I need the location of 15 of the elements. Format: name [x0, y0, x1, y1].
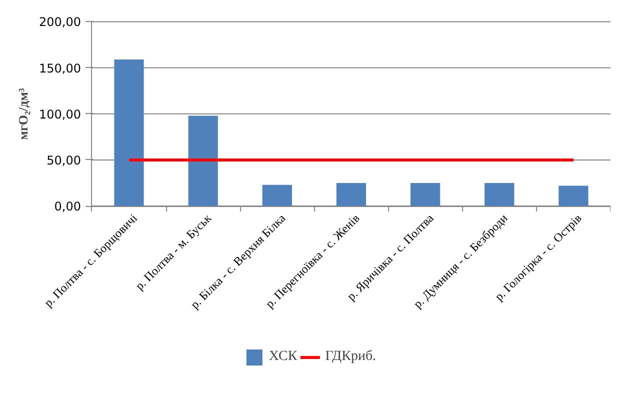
y-tick-label: 100,00: [38, 107, 81, 122]
y-tick-label: 200,00: [38, 15, 81, 30]
bar: [114, 60, 144, 206]
bar: [188, 116, 218, 206]
bar: [262, 184, 292, 206]
y-tick-label: 50,00: [46, 153, 81, 168]
bar: [410, 183, 440, 206]
legend-label: ГДКриб.: [325, 349, 376, 365]
y-axis-title: мгО₂/дм³: [16, 88, 31, 140]
bar: [336, 183, 366, 206]
y-tick-label: 150,00: [38, 61, 81, 76]
bar: [558, 186, 588, 206]
bar: [484, 183, 514, 206]
y-tick-label: 0,00: [54, 200, 81, 214]
legend-label: ХСК: [268, 349, 298, 365]
